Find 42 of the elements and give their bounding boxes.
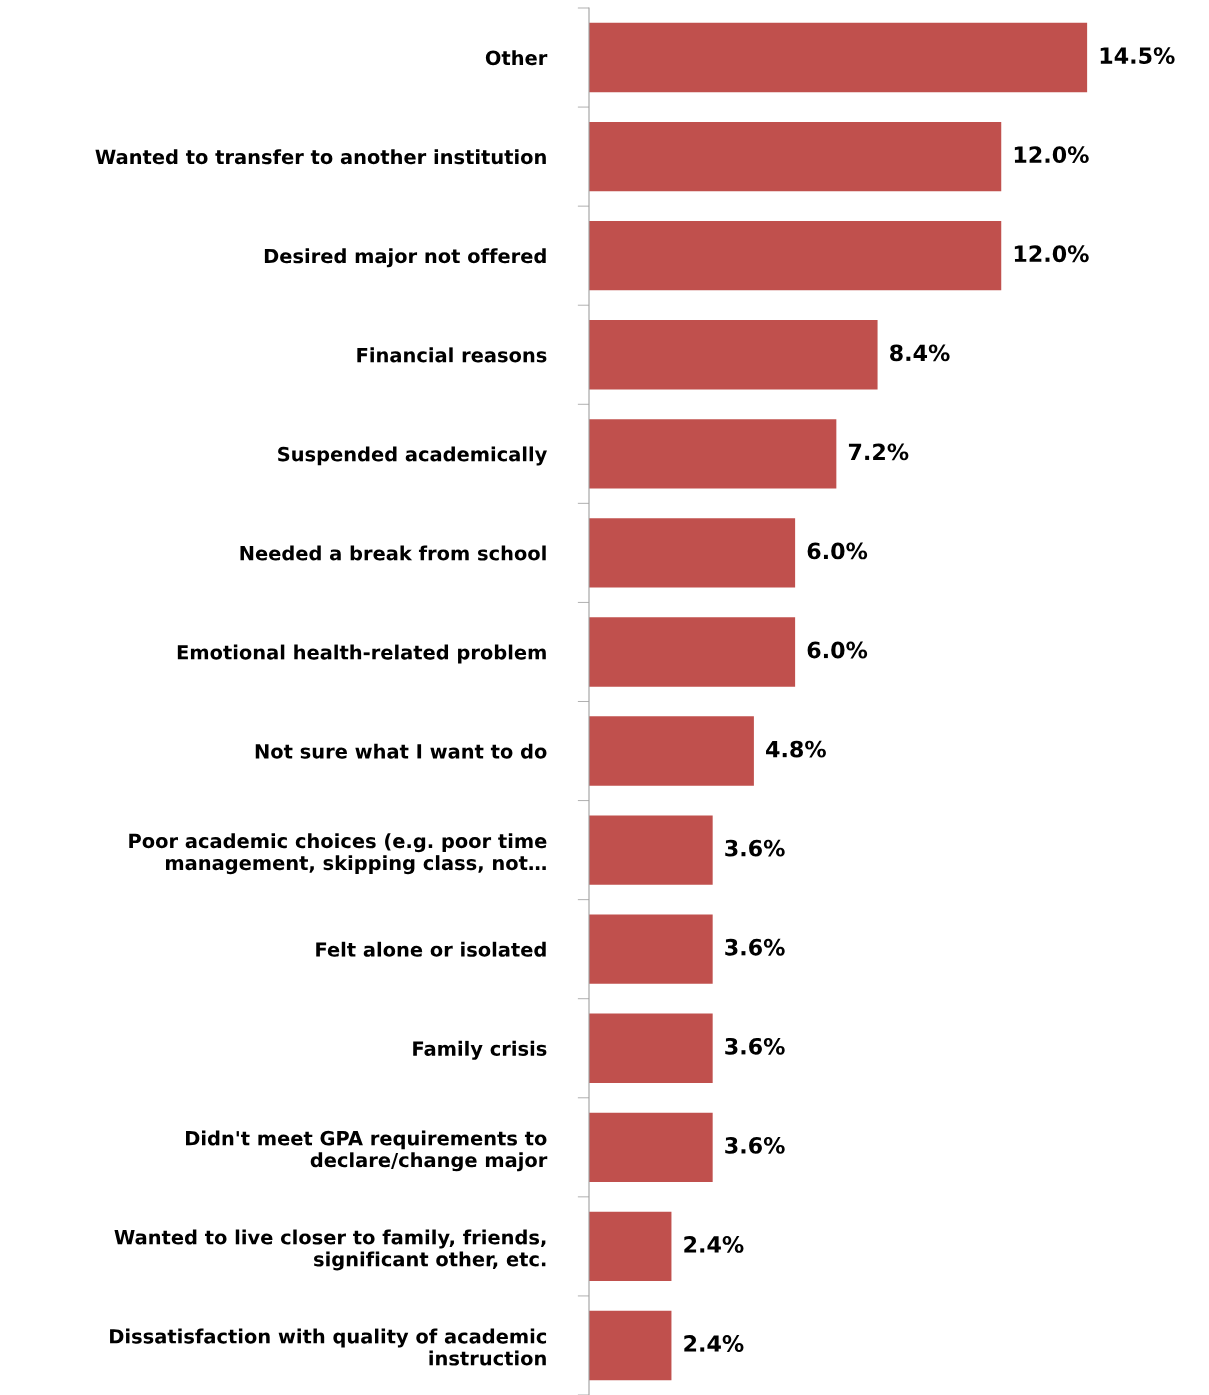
data-label: 3.6% [725, 839, 785, 857]
data-label: 2.4% [684, 1335, 744, 1352]
data-label: 6.0% [807, 542, 868, 560]
bar [589, 815, 713, 885]
y-tick-label: Suspended academically [278, 446, 547, 466]
data-label: 8.4% [890, 344, 950, 362]
bar [589, 1211, 672, 1282]
y-tick-label: Didn't meet GPA requirements to declare/change major [186, 1130, 548, 1172]
y-tick-label: Poor academic choices (e.g. poor time management, skipping class, not… [129, 833, 547, 875]
bar [589, 1112, 713, 1182]
bar [589, 617, 796, 687]
y-tick-label: Family crisis [413, 1040, 547, 1060]
data-label: 2.4% [684, 1236, 744, 1253]
data-label: 3.6% [725, 1136, 785, 1154]
y-tick-label: Wanted to live closer to family, friends, significant other, etc. [114, 1229, 546, 1271]
data-label: 6.0% [807, 641, 868, 659]
y-tick-label: Wanted to transfer to another institution [95, 149, 546, 165]
data-label: 12.0% [1014, 146, 1089, 164]
bar [589, 518, 796, 588]
bar [589, 22, 1088, 93]
bar [589, 419, 837, 489]
bar [589, 320, 878, 390]
bar [589, 1013, 713, 1083]
bar [589, 221, 1002, 291]
y-tick-label: Desired major not offered [264, 248, 546, 268]
y-tick-label: Financial reasons [357, 347, 547, 363]
y-tick-label: Emotional health-related problem [177, 644, 546, 664]
y-tick-label: Dissatisfaction with quality of academic instruction [110, 1328, 547, 1366]
data-label: 3.6% [725, 938, 785, 956]
bar [589, 1310, 672, 1381]
data-label: 12.0% [1014, 245, 1089, 263]
data-label: 7.2% [848, 443, 909, 461]
bar [589, 914, 713, 984]
data-label: 14.5% [1100, 47, 1175, 64]
y-tick-label: Felt alone or isolated [316, 941, 546, 957]
y-tick-label: Not sure what I want to do [255, 743, 547, 759]
bar [589, 121, 1002, 192]
data-label: 3.6% [725, 1037, 785, 1055]
bar [589, 716, 754, 786]
y-tick-label: Other [485, 50, 548, 66]
y-tick-label: Needed a break from school [240, 545, 546, 561]
data-label: 4.8% [766, 740, 826, 758]
